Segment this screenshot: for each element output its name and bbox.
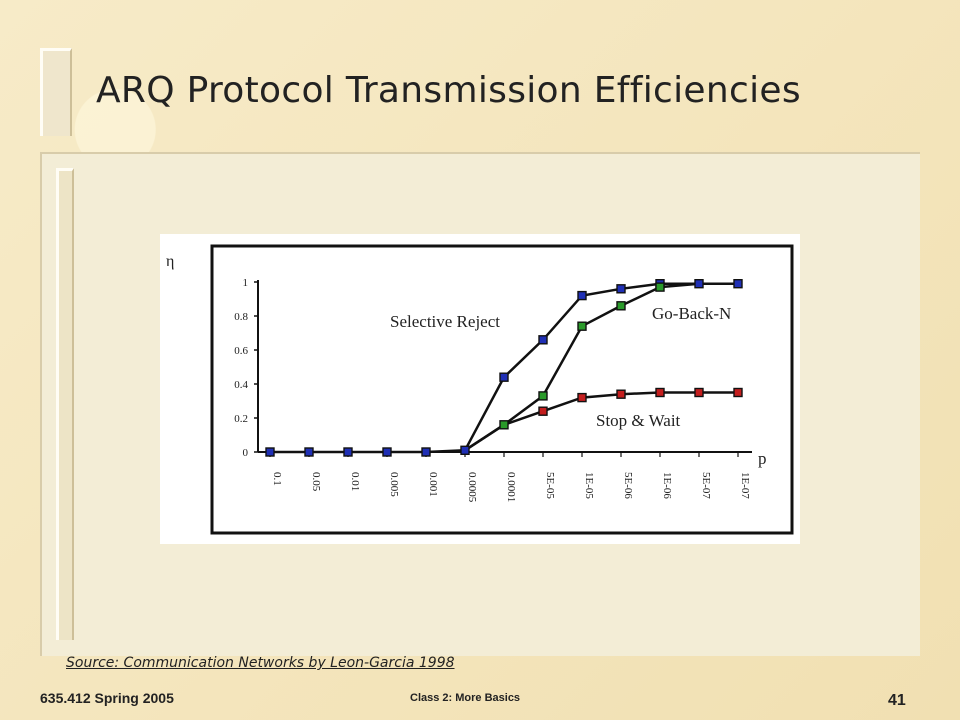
class-label: Class 2: More Basics	[410, 692, 521, 704]
x-tick-label: 1E-07	[739, 472, 751, 499]
x-axis-label: p	[758, 449, 767, 468]
x-tick-label: 0.005	[388, 472, 400, 497]
x-tick-label: 1E-05	[583, 472, 595, 499]
marker-stop-wait	[655, 387, 665, 398]
marker-go-back-n	[499, 420, 509, 430]
marker-stop-wait	[694, 387, 704, 398]
x-tick-label: 0.0001	[505, 472, 517, 502]
y-tick-label: 0.8	[234, 311, 248, 323]
y-tick-label: 1	[243, 277, 249, 289]
marker-selective-reject	[694, 279, 704, 289]
marker-stop-wait	[538, 406, 548, 416]
x-tick-label: 0.05	[310, 472, 322, 492]
x-tick-label: 1E-06	[661, 472, 673, 499]
marker-selective-reject	[538, 335, 548, 345]
x-tick-label: 5E-07	[700, 472, 712, 499]
x-tick-label: 0.1	[271, 472, 283, 486]
course-label: 635.412 Spring 2005	[40, 690, 174, 706]
plot-area-frame	[210, 244, 794, 535]
marker-selective-reject	[616, 284, 626, 294]
slide-title: ARQ Protocol Transmission Efficiencies	[96, 70, 801, 111]
marker-selective-reject	[499, 372, 509, 382]
efficiency-chart: 0 0.2 0.4 0.6 0.8 1 0.1 0.05 0.01 0.005 0.001 0.000…	[166, 244, 794, 535]
marker-stop-wait	[577, 392, 587, 403]
marker-selective-reject	[382, 447, 392, 457]
line-go-back-n	[464, 282, 738, 452]
marker-selective-reject	[460, 445, 470, 456]
title-bevel	[40, 48, 72, 136]
y-tick-label: 0.2	[234, 413, 248, 425]
marker-selective-reject	[733, 279, 743, 289]
x-tick-label: 5E-06	[622, 472, 634, 499]
content-bevel	[56, 168, 74, 640]
y-tick-label: 0.4	[234, 379, 248, 391]
marker-go-back-n	[655, 282, 665, 292]
marker-go-back-n	[538, 391, 548, 401]
marker-selective-reject	[577, 290, 587, 301]
source-citation: Source: Communication Networks by Leon-G…	[66, 655, 455, 671]
annotation-go-back-n: Go-Back-N	[652, 304, 731, 323]
x-tick-label: 5E-05	[544, 472, 556, 499]
x-tick-label: 0.001	[427, 472, 439, 497]
x-tick-label: 0.0005	[466, 472, 478, 503]
marker-stop-wait	[733, 387, 743, 398]
annotation-stop-wait: Stop & Wait	[596, 411, 681, 430]
marker-stop-wait	[616, 389, 626, 399]
marker-selective-reject	[343, 447, 353, 457]
y-tick-label: 0.6	[234, 345, 248, 357]
marker-go-back-n	[577, 321, 587, 331]
marker-selective-reject	[265, 447, 275, 457]
marker-selective-reject	[304, 447, 314, 457]
x-tick-label: 0.01	[349, 472, 361, 491]
line-stop-wait	[464, 391, 738, 452]
annotation-selective-reject: Selective Reject	[390, 312, 500, 331]
y-tick-label: 0	[243, 447, 249, 459]
chart-image: 0 0.2 0.4 0.6 0.8 1 0.1 0.05 0.01 0.005 0.001 0.000…	[160, 234, 800, 544]
y-axis-label: η	[166, 253, 174, 270]
marker-go-back-n	[616, 301, 626, 311]
marker-selective-reject	[421, 447, 431, 457]
page-number: 41	[888, 692, 906, 709]
